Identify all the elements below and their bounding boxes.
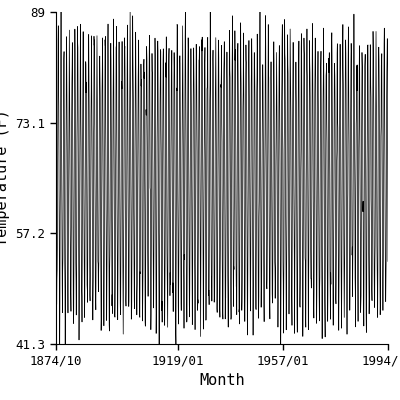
X-axis label: Month: Month [199, 373, 245, 388]
Y-axis label: Temperature (F): Temperature (F) [0, 110, 10, 246]
